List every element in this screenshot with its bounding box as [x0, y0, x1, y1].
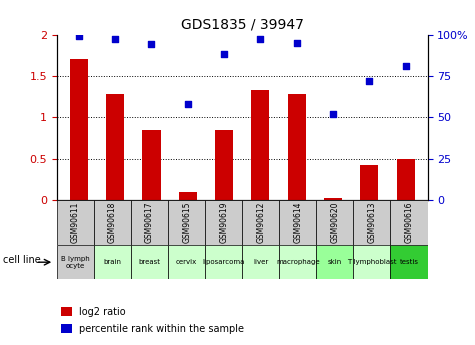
Text: GSM90614: GSM90614	[294, 202, 302, 243]
Text: B lymph
ocyte: B lymph ocyte	[61, 256, 90, 269]
Text: skin: skin	[328, 259, 342, 265]
Bar	[205, 245, 242, 279]
Bar	[279, 245, 316, 279]
Bar	[106, 94, 124, 200]
Bar	[131, 200, 168, 245]
Text: liver: liver	[253, 259, 268, 265]
Bar	[316, 245, 353, 279]
Bar	[353, 200, 390, 245]
Text: cell line: cell line	[3, 256, 40, 265]
Text: log2 ratio: log2 ratio	[79, 307, 126, 316]
Bar	[57, 245, 94, 279]
Bar	[251, 90, 269, 200]
Point	[366, 78, 373, 83]
Bar	[61, 324, 72, 333]
Text: GSM90616: GSM90616	[405, 202, 413, 243]
Bar	[215, 130, 233, 200]
Bar	[288, 94, 306, 200]
Text: GSM90613: GSM90613	[368, 202, 376, 243]
Text: GSM90612: GSM90612	[256, 202, 265, 243]
Text: GSM90618: GSM90618	[108, 202, 117, 243]
Bar	[242, 245, 279, 279]
Bar	[205, 200, 242, 245]
Point	[402, 63, 409, 69]
Bar	[131, 245, 168, 279]
Text: testis: testis	[399, 259, 418, 265]
Text: GSM90619: GSM90619	[219, 202, 228, 243]
Text: GSM90611: GSM90611	[71, 202, 80, 243]
Text: GSM90615: GSM90615	[182, 202, 191, 243]
Bar	[61, 307, 72, 316]
Text: macrophage: macrophage	[276, 259, 320, 265]
Title: GDS1835 / 39947: GDS1835 / 39947	[181, 18, 304, 32]
Bar	[179, 192, 197, 200]
Point	[148, 42, 155, 47]
Bar	[279, 200, 316, 245]
Text: GSM90617: GSM90617	[145, 202, 154, 243]
Point	[293, 40, 301, 46]
Text: brain: brain	[104, 259, 122, 265]
Bar	[390, 200, 428, 245]
Bar	[57, 200, 94, 245]
Bar	[142, 130, 161, 200]
Bar	[390, 245, 428, 279]
Text: T lymphoblast: T lymphoblast	[347, 259, 397, 265]
Bar	[70, 59, 88, 200]
Point	[329, 111, 337, 117]
Text: liposarcoma: liposarcoma	[202, 259, 245, 265]
Bar	[168, 245, 205, 279]
Point	[111, 37, 119, 42]
Text: breast: breast	[139, 259, 161, 265]
Text: GSM90620: GSM90620	[331, 202, 339, 243]
Bar	[324, 198, 342, 200]
Bar	[316, 200, 353, 245]
Bar	[353, 245, 390, 279]
Bar	[361, 165, 379, 200]
Bar	[94, 200, 131, 245]
Point	[220, 52, 228, 57]
Point	[256, 37, 264, 42]
Text: percentile rank within the sample: percentile rank within the sample	[79, 324, 244, 334]
Bar	[242, 200, 279, 245]
Bar	[168, 200, 205, 245]
Point	[184, 101, 191, 107]
Bar	[94, 245, 131, 279]
Bar	[397, 159, 415, 200]
Text: cervix: cervix	[176, 259, 197, 265]
Point	[75, 33, 83, 39]
